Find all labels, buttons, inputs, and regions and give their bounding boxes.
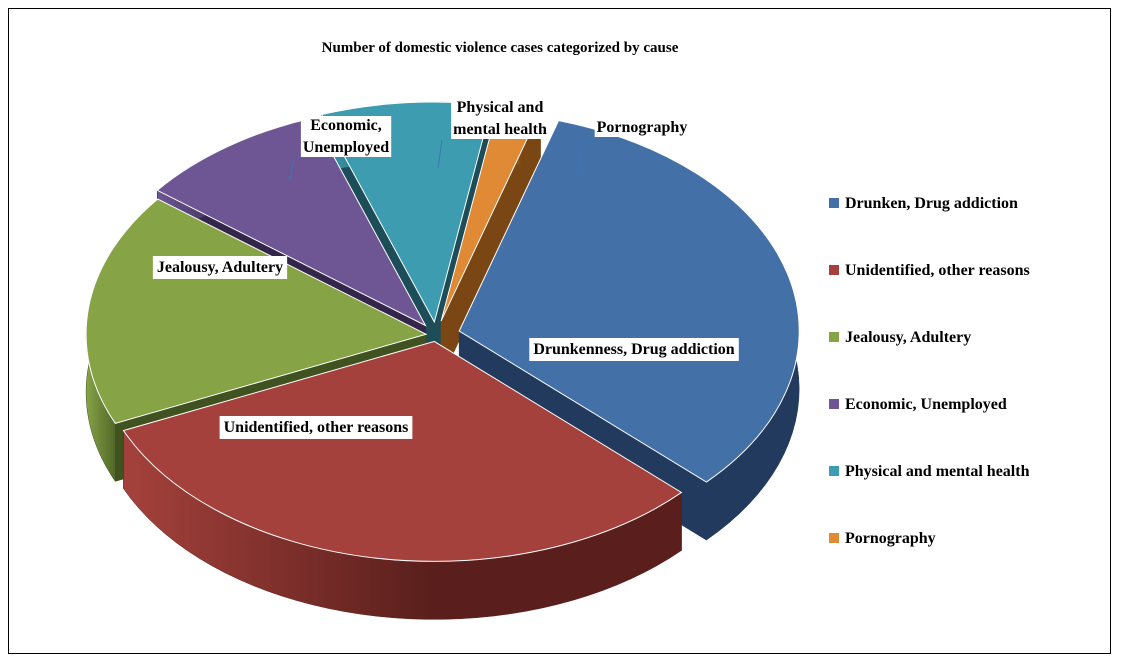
svg-text:Unidentified, other reasons: Unidentified, other reasons — [224, 419, 409, 436]
legend-swatch — [829, 265, 839, 275]
legend-label: Drunken, Drug addiction — [845, 195, 1018, 212]
svg-text:Economic,Unemployed: Economic, Unemployed — [303, 117, 389, 156]
slice-label: Unidentified, other reasons — [219, 416, 413, 439]
legend-label: Physical and mental health — [845, 463, 1030, 480]
legend-label: Pornography — [845, 530, 936, 547]
legend-swatch — [829, 466, 839, 476]
slice-label: Drunkenness, Drug addiction — [529, 338, 739, 361]
legend-item: Pornography — [829, 530, 936, 547]
legend-swatch — [829, 332, 839, 342]
pie-slice — [85, 198, 428, 424]
leader-line — [437, 139, 443, 169]
legend-item: Economic, Unemployed — [829, 396, 1007, 413]
legend: Drunken, Drug addiction Unidentified, oth… — [829, 195, 1030, 547]
leader-line — [577, 137, 583, 179]
pie-slice — [458, 120, 800, 483]
svg-text:Drunkenness, Drug addiction: Drunkenness, Drug addiction — [533, 341, 734, 358]
slice-label: Pornography — [577, 118, 690, 179]
svg-text:Jealousy, Adultery: Jealousy, Adultery — [157, 259, 283, 276]
leader-line — [289, 157, 295, 181]
legend-label: Unidentified, other reasons — [845, 262, 1030, 279]
legend-item: Drunken, Drug addiction — [829, 195, 1018, 212]
pie-slice — [122, 340, 683, 562]
pie-slices — [85, 101, 800, 562]
slice-labels: Drunkenness, Drug addiction Unidentified,… — [152, 98, 739, 439]
slice-label: Economic, Unemployed — [289, 116, 392, 181]
legend-item: Physical and mental health — [829, 463, 1030, 480]
legend-item: Jealousy, Adultery — [829, 329, 971, 346]
legend-label: Economic, Unemployed — [845, 396, 1007, 413]
slice-label: Jealousy, Adultery — [152, 256, 288, 279]
slice-label: Physical and mental health — [437, 98, 549, 169]
svg-text:Pornography: Pornography — [597, 119, 688, 136]
legend-item: Unidentified, other reasons — [829, 262, 1030, 279]
legend-label: Jealousy, Adultery — [845, 329, 971, 346]
legend-swatch — [829, 198, 839, 208]
legend-swatch — [829, 399, 839, 409]
chart-title: Number of domestic violence cases catego… — [322, 40, 679, 56]
legend-swatch — [829, 533, 839, 543]
